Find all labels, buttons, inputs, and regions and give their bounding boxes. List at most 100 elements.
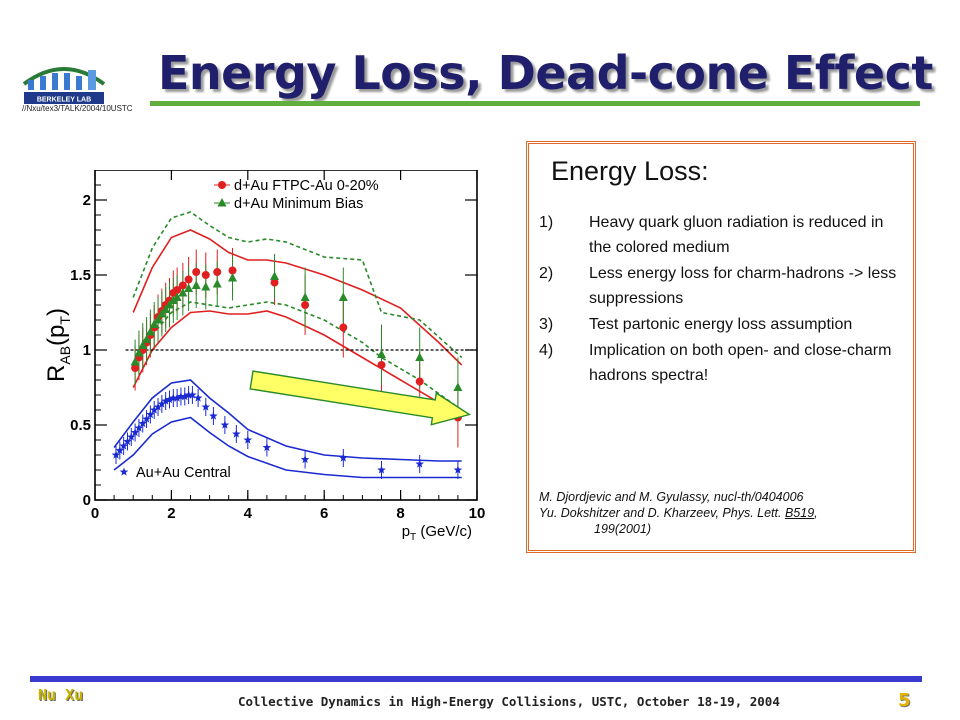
- legend-marker: [119, 467, 129, 476]
- x-tick-label: 4: [244, 505, 253, 522]
- references: M. Djordjevic and M. Gyulassy, nucl-th/0…: [539, 489, 909, 537]
- data-point-star: [415, 459, 424, 468]
- data-point-star: [180, 392, 189, 401]
- data-point-circle: [213, 268, 222, 276]
- energy-loss-point: 1) Heavy quark gluon radiation is reduced…: [539, 210, 899, 260]
- data-point-star: [119, 441, 128, 450]
- point-number: 1): [539, 214, 554, 231]
- data-point-circle: [270, 278, 279, 287]
- data-point-triangle: [145, 327, 155, 336]
- energy-loss-point: 3) Test partonic energy loss assumption: [539, 312, 899, 337]
- page-number: 5: [898, 690, 911, 711]
- data-point-star: [220, 420, 230, 429]
- data-point-triangle: [130, 357, 140, 366]
- data-point-star: [149, 405, 159, 414]
- reference-2-volume: B519: [784, 506, 815, 520]
- data-point-star: [130, 428, 140, 437]
- band-lower-1: [132, 301, 463, 411]
- data-point-triangle: [338, 292, 348, 301]
- data-point-triangle: [172, 292, 182, 301]
- energy-loss-points: 1) Heavy quark gluon radiation is reduced…: [539, 210, 899, 389]
- legend-label: d+Au FTPC-Au 0-20%: [234, 178, 379, 194]
- data-point-circle: [131, 364, 140, 372]
- data-point-star: [123, 437, 132, 446]
- page-title: Energy Loss, Dead-cone Effect: [158, 46, 933, 100]
- data-point-triangle: [153, 315, 163, 324]
- footer-author: Nu Xu: [38, 686, 84, 704]
- raa-chart: 0 2 4 6 8 10 0 0.5 1 1.5 2 d+Au FTPC-Au 0-20% d+Au …: [43, 170, 486, 543]
- y-tick-label: 1: [83, 342, 91, 359]
- data-point-star: [165, 395, 174, 404]
- data-point-circle: [173, 286, 182, 294]
- band-upper-1: [132, 211, 463, 359]
- data-point-star: [157, 399, 167, 408]
- y-axis-label: RAB(pT): [43, 308, 73, 382]
- energy-loss-box: Energy Loss: 1) Heavy quark gluon radiati…: [526, 141, 916, 553]
- data-point-star: [142, 414, 151, 423]
- band-lower-2: [113, 416, 462, 479]
- data-point-circle: [192, 268, 201, 276]
- data-point-star: [115, 446, 125, 455]
- x-tick-label: 8: [396, 505, 404, 522]
- data-point-circle: [301, 301, 310, 309]
- data-point-triangle: [138, 340, 148, 349]
- y-tick-label: 1.5: [70, 267, 91, 284]
- legend-label: d+Au Minimum Bias: [234, 196, 363, 212]
- data-point-star: [377, 465, 386, 474]
- x-tick-label: 2: [167, 505, 175, 522]
- energy-loss-point: 2) Less energy loss for charm-hadrons -> …: [539, 261, 899, 311]
- data-point-circle: [415, 377, 424, 386]
- reference-1: M. Djordjevic and M. Gyulassy, nucl-th/0…: [539, 490, 804, 504]
- data-point-triangle: [142, 334, 152, 343]
- data-point-circle: [184, 275, 193, 284]
- data-point-triangle: [201, 282, 211, 291]
- data-point-star: [176, 392, 186, 401]
- data-point-star: [339, 453, 348, 462]
- data-point-star: [209, 411, 218, 420]
- data-point-star: [300, 455, 310, 464]
- data-point-triangle: [178, 288, 188, 297]
- energy-loss-point: 4) Implication on both open- and close-ch…: [539, 338, 899, 388]
- y-tick-label: 0: [83, 492, 91, 509]
- x-tick-label: 0: [91, 505, 99, 522]
- data-point-star: [169, 393, 178, 402]
- data-point-star: [201, 402, 211, 411]
- point-text: Heavy quark gluon radiation is reduced i…: [589, 214, 884, 256]
- data-point-star: [188, 390, 197, 399]
- data-point-star: [127, 432, 136, 441]
- plot-frame: [94, 170, 478, 501]
- point-text: Less energy loss for charm-hadrons -> le…: [589, 265, 897, 307]
- data-point-star: [232, 429, 241, 438]
- point-text: Test partonic energy loss assumption: [589, 316, 853, 333]
- logo-text: BERKELEY LAB: [37, 97, 91, 104]
- data-point-triangle: [377, 349, 386, 358]
- data-point-triangle: [157, 309, 167, 318]
- data-point-circle: [339, 323, 348, 332]
- band-upper-2: [113, 379, 462, 462]
- data-point-circle: [377, 361, 386, 369]
- data-point-triangle: [161, 304, 171, 313]
- x-tick-label: 10: [469, 505, 486, 522]
- data-point-star: [134, 423, 144, 432]
- data-point-star: [161, 396, 170, 405]
- data-point-circle: [178, 281, 187, 290]
- data-point-triangle: [212, 279, 222, 288]
- band-lower-0: [132, 310, 463, 419]
- data-point-star: [172, 393, 182, 402]
- reference-2: Yu. Dokshitzer and D. Kharzeev, Phys. Le…: [539, 505, 909, 537]
- band-upper-0: [132, 229, 463, 366]
- y-tick-label: 0.5: [70, 417, 91, 434]
- data-point-star: [453, 465, 463, 474]
- data-point-triangle: [191, 280, 201, 289]
- data-point-circle: [201, 271, 210, 279]
- point-number: 2): [539, 265, 554, 282]
- data-point-star: [138, 419, 147, 428]
- data-point-triangle: [453, 382, 463, 391]
- data-point-star: [193, 393, 203, 402]
- data-point-triangle: [228, 273, 238, 282]
- data-point-star: [111, 450, 121, 459]
- data-point-circle: [228, 266, 237, 275]
- title-underline: [150, 101, 920, 106]
- data-point-triangle: [415, 352, 425, 361]
- data-point-star: [262, 443, 272, 452]
